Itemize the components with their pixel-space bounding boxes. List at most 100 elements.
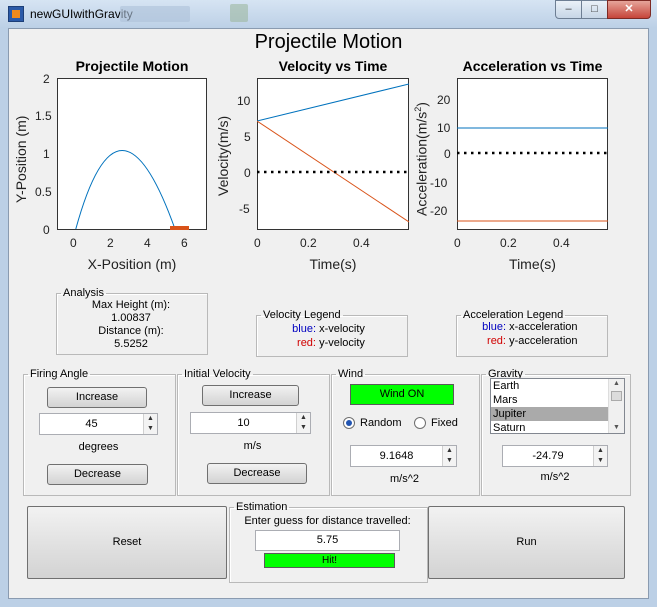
initial-velocity-increase-button[interactable]: Increase bbox=[202, 385, 299, 406]
initial-velocity-panel: Initial Velocity bbox=[177, 368, 330, 496]
plot1-ytick: 0.5 bbox=[35, 185, 52, 199]
plot3-xtick: 0.2 bbox=[500, 236, 517, 250]
wind-fixed-radio[interactable] bbox=[414, 417, 426, 429]
plot3-ytick: -20 bbox=[430, 204, 448, 218]
gravity-down-arrow[interactable]: ▼ bbox=[593, 456, 607, 466]
gravity-list-scrollbar[interactable]: ▲ ▼ bbox=[608, 379, 624, 433]
gravity-list-item[interactable]: Mars bbox=[493, 394, 518, 406]
plot2-xlabel: Time(s) bbox=[309, 256, 357, 272]
plot3-xtick: 0 bbox=[454, 236, 461, 250]
firing-angle-unit: degrees bbox=[78, 441, 119, 453]
distance-label: Distance (m): bbox=[98, 325, 164, 337]
plot3-ytick: 0 bbox=[444, 147, 451, 161]
acceleration-legend-blue-text: x-acceleration bbox=[509, 321, 578, 333]
plot1-xtick: 6 bbox=[181, 236, 188, 250]
wind-up-arrow[interactable]: ▲ bbox=[442, 446, 456, 456]
initial-velocity-up-arrow[interactable]: ▲ bbox=[296, 413, 310, 423]
initial-velocity-unit: m/s bbox=[243, 440, 262, 452]
wind-random-label: Random bbox=[360, 417, 402, 429]
velocity-legend-title: Velocity Legend bbox=[263, 309, 341, 321]
gravity-title: Gravity bbox=[488, 368, 523, 380]
velocity-legend-blue-text: x-velocity bbox=[319, 323, 365, 335]
reset-button[interactable]: Reset bbox=[27, 506, 227, 579]
gravity-list-item-selected[interactable]: Jupiter bbox=[491, 407, 609, 421]
gravity-panel: Gravity bbox=[481, 368, 631, 496]
gravity-list-item[interactable]: Earth bbox=[493, 380, 520, 392]
plot1-ytick: 2 bbox=[43, 72, 50, 86]
matlab-app-icon bbox=[8, 6, 24, 22]
initial-velocity-decrease-button[interactable]: Decrease bbox=[207, 463, 307, 484]
plot1-axes[interactable] bbox=[57, 78, 207, 230]
plot1-xtick: 4 bbox=[144, 236, 151, 250]
plot2-axes[interactable] bbox=[257, 78, 409, 230]
firing-angle-panel: Firing Angle bbox=[23, 368, 176, 496]
scroll-thumb[interactable] bbox=[611, 391, 622, 401]
plot1-ytick: 1.5 bbox=[35, 109, 52, 123]
initial-velocity-input[interactable]: 10 bbox=[190, 412, 311, 434]
plot2-xtick: 0.2 bbox=[300, 236, 317, 250]
velocity-legend-blue-key: blue: bbox=[292, 323, 316, 335]
scroll-up-arrow[interactable]: ▲ bbox=[613, 380, 620, 387]
close-button[interactable]: ✕ bbox=[607, 0, 651, 19]
scroll-down-arrow[interactable]: ▼ bbox=[613, 424, 620, 431]
plot3-ytick: 20 bbox=[437, 93, 451, 107]
firing-angle-down-arrow[interactable]: ▼ bbox=[143, 424, 157, 434]
plot1-trajectory-line bbox=[75, 150, 176, 230]
initial-velocity-down-arrow[interactable]: ▼ bbox=[296, 423, 310, 433]
minimize-button[interactable]: – bbox=[555, 0, 582, 19]
gravity-value-input[interactable]: -24.79 bbox=[502, 445, 608, 467]
acceleration-legend-red-text: y-acceleration bbox=[509, 335, 578, 347]
analysis-panel: Analysis bbox=[56, 287, 208, 355]
plot1-ylabel: Y-Position (m) bbox=[13, 115, 29, 203]
maximize-button[interactable]: □ bbox=[581, 0, 608, 19]
wind-toggle-button[interactable]: Wind ON bbox=[350, 384, 454, 405]
plot2-ylabel: Velocity(m/s) bbox=[215, 115, 231, 196]
max-height-value: 1.00837 bbox=[111, 312, 151, 324]
acceleration-legend-title: Acceleration Legend bbox=[463, 309, 564, 321]
velocity-legend-red-text: y-velocity bbox=[319, 337, 365, 349]
wind-panel: Wind bbox=[331, 368, 480, 496]
velocity-legend-panel: Velocity Legend bbox=[256, 309, 408, 357]
gravity-up-arrow[interactable]: ▲ bbox=[593, 446, 607, 456]
window-title: newGUIwithGravity bbox=[30, 7, 133, 21]
plot3-xlabel: Time(s) bbox=[509, 256, 556, 272]
plot3-axes[interactable] bbox=[457, 78, 608, 230]
plot1-title: Projectile Motion bbox=[75, 58, 189, 74]
plot2-xtick: 0.4 bbox=[353, 236, 370, 250]
plot2-ytick: 5 bbox=[244, 130, 251, 144]
plot2-ytick: 10 bbox=[237, 94, 251, 108]
firing-angle-increase-button[interactable]: Increase bbox=[47, 387, 147, 408]
firing-angle-decrease-button[interactable]: Decrease bbox=[47, 464, 148, 485]
distance-value: 5.5252 bbox=[114, 338, 148, 350]
acceleration-legend-panel: Acceleration Legend bbox=[456, 309, 608, 357]
acceleration-legend-red-key: red: bbox=[487, 335, 506, 347]
background-icon-ghost bbox=[230, 4, 248, 22]
gravity-list-item[interactable]: Saturn bbox=[493, 422, 526, 434]
plot2-y-velocity-line bbox=[257, 120, 409, 223]
estimation-title: Estimation bbox=[236, 501, 288, 513]
firing-angle-input[interactable]: 45 bbox=[39, 413, 158, 435]
initial-velocity-title: Initial Velocity bbox=[184, 368, 251, 380]
wind-unit: m/s^2 bbox=[390, 473, 419, 485]
wind-random-radio[interactable] bbox=[343, 417, 355, 429]
wind-down-arrow[interactable]: ▼ bbox=[442, 456, 456, 466]
estimation-result-indicator: Hit! bbox=[264, 553, 395, 568]
firing-angle-title: Firing Angle bbox=[30, 368, 89, 380]
plot1-ytick: 1 bbox=[43, 147, 50, 161]
run-button[interactable]: Run bbox=[428, 506, 625, 579]
window-title-bar[interactable] bbox=[0, 0, 657, 28]
firing-angle-up-arrow[interactable]: ▲ bbox=[143, 414, 157, 424]
wind-value-input[interactable]: 9.1648 bbox=[350, 445, 457, 467]
plot2-ytick: 0 bbox=[244, 166, 251, 180]
plot3-xtick: 0.4 bbox=[553, 236, 570, 250]
wind-fixed-label: Fixed bbox=[431, 417, 458, 429]
wind-title: Wind bbox=[338, 368, 364, 380]
analysis-panel-title: Analysis bbox=[63, 287, 104, 299]
distance-guess-input[interactable]: 5.75 bbox=[255, 530, 400, 551]
plot3-title: Acceleration vs Time bbox=[462, 58, 603, 74]
velocity-legend-red-key: red: bbox=[297, 337, 316, 349]
estimation-prompt: Enter guess for distance travelled: bbox=[244, 515, 411, 527]
gravity-planet-list[interactable]: Earth Mars Jupiter Saturn ▲ ▼ bbox=[490, 378, 625, 434]
plot3-ylabel: Acceleration(m/s2) bbox=[413, 102, 430, 216]
plot3-ytick: 10 bbox=[437, 121, 451, 135]
